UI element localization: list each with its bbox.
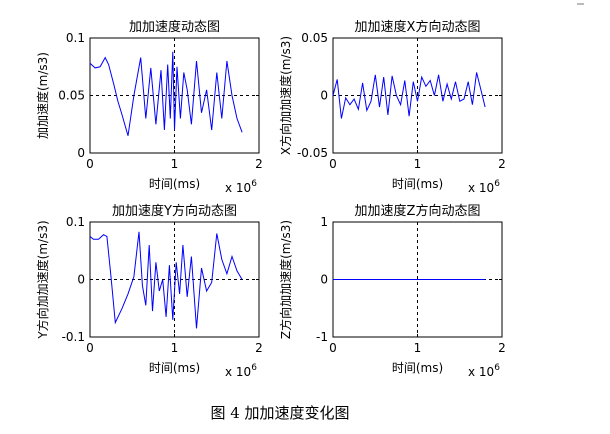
x-tick-label: 0 (86, 341, 94, 355)
x-axis-multiplier: x 106 (225, 363, 257, 379)
figure-caption: 图 4 加加速度变化图 (210, 404, 350, 422)
y-tick-label: -0.05 (297, 146, 328, 160)
y-tick-label: 0.05 (301, 31, 328, 45)
y-tick-label: 0 (320, 273, 328, 287)
y-tick-label: 0 (77, 146, 85, 160)
x-axis-multiplier: x 106 (468, 363, 500, 379)
x-tick-label: 1 (414, 341, 422, 355)
y-axis-label: Z方向加加速度(m/s3) (278, 220, 293, 339)
x-axis-multiplier: x 106 (468, 179, 500, 195)
y-axis-label: 加加速度(m/s3) (35, 52, 50, 139)
x-tick-label: 1 (414, 157, 422, 171)
y-tick-label: -0.1 (62, 330, 85, 344)
y-tick-label: 1 (320, 215, 328, 229)
x-tick-label: 0 (86, 157, 94, 171)
x-tick-label: 1 (171, 341, 179, 355)
y-tick-label: 0.05 (58, 89, 85, 103)
series-line (332, 72, 486, 119)
x-tick-label: 2 (498, 341, 506, 355)
chart-title: 加加速度Y方向动态图 (112, 203, 237, 219)
y-tick-label: 0 (77, 273, 85, 287)
x-axis-multiplier: x 106 (225, 179, 257, 195)
x-tick-label: 0 (329, 157, 337, 171)
x-tick-label: 2 (498, 157, 506, 171)
x-tick-label: 1 (171, 157, 179, 171)
x-axis-label: 时间(ms) (149, 361, 200, 375)
chart-title: 加加速度X方向动态图 (355, 19, 481, 35)
x-axis-label: 时间(ms) (392, 177, 443, 191)
x-axis-label: 时间(ms) (392, 361, 443, 375)
x-tick-label: 0 (329, 341, 337, 355)
y-axis-label: Y方向加加速度(m/s3) (35, 220, 50, 339)
y-tick-label: 0.1 (66, 31, 85, 45)
x-axis-label: 时间(ms) (149, 177, 200, 191)
chart-title: 加加速度动态图 (129, 19, 220, 35)
x-tick-label: 2 (255, 341, 263, 355)
y-tick-label: 0 (320, 89, 328, 103)
y-tick-label: 0.1 (66, 215, 85, 229)
y-tick-label: -1 (316, 330, 328, 344)
y-axis-label: X方向加加速度(m/s3) (278, 36, 293, 155)
series-line (89, 231, 243, 329)
chart-title: 加加速度Z方向动态图 (355, 203, 481, 219)
x-tick-label: 2 (255, 157, 263, 171)
series-line (89, 51, 243, 136)
